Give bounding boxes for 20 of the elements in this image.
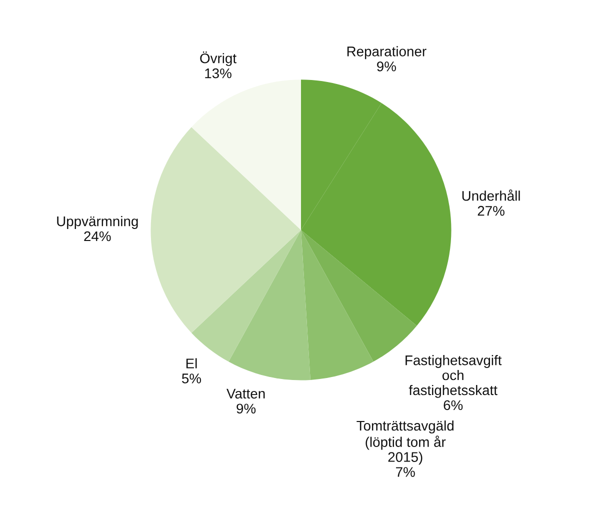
slice-label: Fastighetsavgift och fastighetsskatt [406, 355, 502, 398]
data-label: 5% [182, 374, 202, 384]
slice-label: Tomträttsavgäld (löptid tom år 2015) [356, 420, 454, 465]
slice-label: Uppvärmning [57, 216, 138, 229]
slice-label: El [186, 358, 197, 368]
data-label: 7% [396, 467, 415, 477]
slice-label: Vatten [226, 388, 265, 399]
data-label: 27% [478, 206, 504, 216]
slice-label: Reparationer [347, 46, 426, 60]
pie-slice [301, 230, 374, 380]
pie-slice [228, 230, 310, 380]
pie-slice [150, 127, 301, 333]
data-label: 13% [205, 68, 232, 78]
data-label: 6% [444, 400, 463, 410]
data-label: 9% [377, 62, 396, 72]
slice-label: Underhåll [462, 189, 520, 201]
pie-slice [191, 80, 301, 230]
data-label: 24% [84, 231, 111, 242]
data-label: 9% [236, 404, 256, 414]
slice-label: Övrigt [200, 52, 236, 66]
